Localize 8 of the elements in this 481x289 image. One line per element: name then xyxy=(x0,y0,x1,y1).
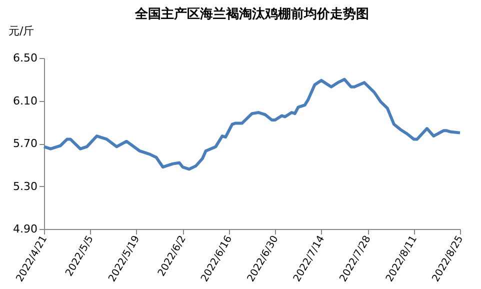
y-tick-label: 4.90 xyxy=(13,222,38,236)
y-tick-label: 6.10 xyxy=(13,94,38,108)
y-tick-label: 5.30 xyxy=(13,180,38,193)
y-tick-label: 5.70 xyxy=(13,137,38,150)
y-axis-title: 元/斤 xyxy=(8,24,34,38)
y-tick-label: 6.50 xyxy=(13,52,38,64)
line-series xyxy=(42,78,462,171)
chart-title: 全国主产区海兰褐淘汰鸡棚前均价走势图 xyxy=(134,6,369,22)
